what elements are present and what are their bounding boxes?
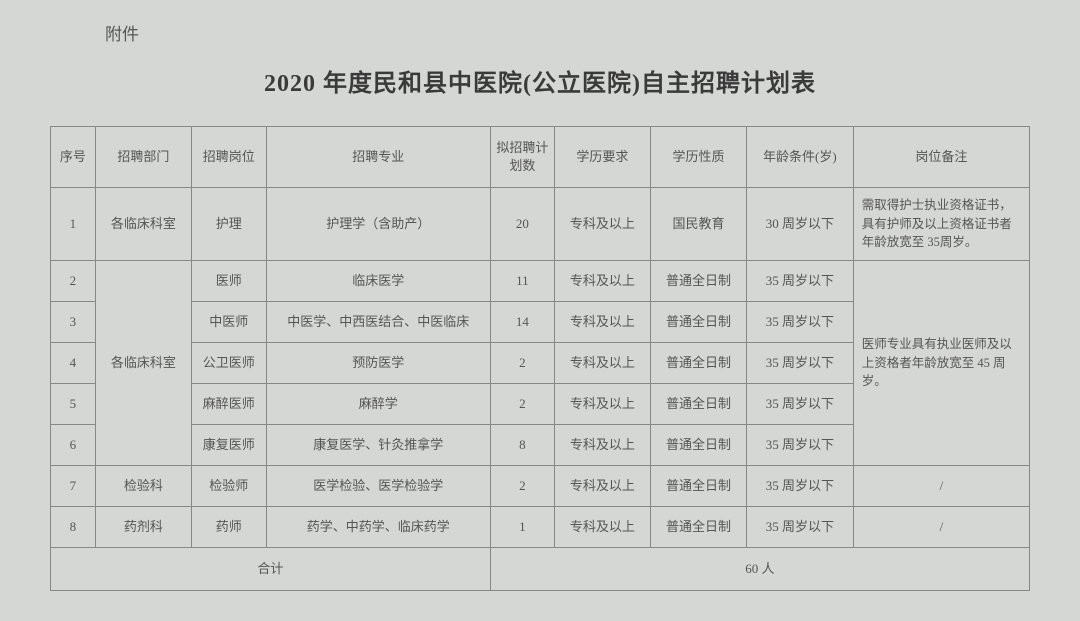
- cell-major: 药学、中药学、临床药学: [266, 507, 490, 548]
- cell-seq: 4: [51, 343, 96, 384]
- cell-position: 公卫医师: [191, 343, 266, 384]
- cell-position: 检验师: [191, 466, 266, 507]
- cell-seq: 2: [51, 261, 96, 302]
- th-dept: 招聘部门: [95, 127, 191, 188]
- table-row: 8 药剂科 药师 药学、中药学、临床药学 1 专科及以上 普通全日制 35 周岁…: [51, 507, 1030, 548]
- th-position: 招聘岗位: [191, 127, 266, 188]
- cell-age: 35 周岁以下: [747, 466, 854, 507]
- th-count: 拟招聘计划数: [490, 127, 554, 188]
- table-header-row: 序号 招聘部门 招聘岗位 招聘专业 拟招聘计划数 学历要求 学历性质 年龄条件(…: [51, 127, 1030, 188]
- cell-count: 20: [490, 188, 554, 261]
- cell-dept: 药剂科: [95, 507, 191, 548]
- cell-edu-req: 专科及以上: [554, 188, 650, 261]
- cell-note: /: [853, 507, 1029, 548]
- cell-seq: 8: [51, 507, 96, 548]
- total-value: 60 人: [490, 548, 1029, 591]
- th-note: 岗位备注: [853, 127, 1029, 188]
- cell-edu-req: 专科及以上: [554, 343, 650, 384]
- cell-major: 医学检验、医学检验学: [266, 466, 490, 507]
- cell-seq: 3: [51, 302, 96, 343]
- document-page: 附件 2020 年度民和县中医院(公立医院)自主招聘计划表 序号 招聘部门 招聘…: [0, 0, 1080, 621]
- cell-dept: 检验科: [95, 466, 191, 507]
- cell-dept: 各临床科室: [95, 188, 191, 261]
- th-edu-nature: 学历性质: [650, 127, 746, 188]
- cell-dept: 各临床科室: [95, 261, 191, 466]
- cell-edu-nature: 普通全日制: [650, 302, 746, 343]
- cell-count: 8: [490, 425, 554, 466]
- cell-edu-req: 专科及以上: [554, 507, 650, 548]
- cell-major: 护理学（含助产）: [266, 188, 490, 261]
- total-label: 合计: [51, 548, 491, 591]
- cell-edu-req: 专科及以上: [554, 261, 650, 302]
- cell-note: 需取得护士执业资格证书，具有护师及以上资格证书者年龄放宽至 35周岁。: [853, 188, 1029, 261]
- cell-edu-nature: 国民教育: [650, 188, 746, 261]
- page-title: 2020 年度民和县中医院(公立医院)自主招聘计划表: [50, 63, 1030, 98]
- cell-major: 临床医学: [266, 261, 490, 302]
- cell-note: /: [853, 466, 1029, 507]
- attachment-label: 附件: [105, 20, 1030, 45]
- cell-count: 2: [490, 466, 554, 507]
- cell-edu-req: 专科及以上: [554, 302, 650, 343]
- th-seq: 序号: [51, 127, 96, 188]
- cell-edu-nature: 普通全日制: [650, 261, 746, 302]
- cell-seq: 1: [51, 188, 96, 261]
- cell-edu-nature: 普通全日制: [650, 466, 746, 507]
- cell-position: 麻醉医师: [191, 384, 266, 425]
- table-total-row: 合计 60 人: [51, 548, 1030, 591]
- cell-edu-nature: 普通全日制: [650, 507, 746, 548]
- cell-age: 35 周岁以下: [747, 343, 854, 384]
- cell-age: 35 周岁以下: [747, 302, 854, 343]
- th-age: 年龄条件(岁): [747, 127, 854, 188]
- cell-count: 11: [490, 261, 554, 302]
- cell-position: 中医师: [191, 302, 266, 343]
- cell-edu-req: 专科及以上: [554, 425, 650, 466]
- cell-major: 康复医学、针灸推拿学: [266, 425, 490, 466]
- cell-major: 预防医学: [266, 343, 490, 384]
- cell-major: 中医学、中西医结合、中医临床: [266, 302, 490, 343]
- th-edu-req: 学历要求: [554, 127, 650, 188]
- cell-age: 35 周岁以下: [747, 261, 854, 302]
- cell-age: 30 周岁以下: [747, 188, 854, 261]
- cell-position: 医师: [191, 261, 266, 302]
- cell-count: 2: [490, 343, 554, 384]
- table-row: 1 各临床科室 护理 护理学（含助产） 20 专科及以上 国民教育 30 周岁以…: [51, 188, 1030, 261]
- cell-age: 35 周岁以下: [747, 425, 854, 466]
- cell-position: 康复医师: [191, 425, 266, 466]
- cell-position: 护理: [191, 188, 266, 261]
- cell-note: 医师专业具有执业医师及以上资格者年龄放宽至 45 周岁。: [853, 261, 1029, 466]
- cell-age: 35 周岁以下: [747, 507, 854, 548]
- cell-seq: 5: [51, 384, 96, 425]
- cell-count: 14: [490, 302, 554, 343]
- cell-seq: 7: [51, 466, 96, 507]
- cell-edu-nature: 普通全日制: [650, 384, 746, 425]
- cell-edu-req: 专科及以上: [554, 466, 650, 507]
- cell-edu-nature: 普通全日制: [650, 425, 746, 466]
- cell-count: 2: [490, 384, 554, 425]
- th-major: 招聘专业: [266, 127, 490, 188]
- cell-age: 35 周岁以下: [747, 384, 854, 425]
- cell-edu-nature: 普通全日制: [650, 343, 746, 384]
- recruitment-table: 序号 招聘部门 招聘岗位 招聘专业 拟招聘计划数 学历要求 学历性质 年龄条件(…: [50, 126, 1030, 591]
- table-row: 7 检验科 检验师 医学检验、医学检验学 2 专科及以上 普通全日制 35 周岁…: [51, 466, 1030, 507]
- cell-position: 药师: [191, 507, 266, 548]
- cell-edu-req: 专科及以上: [554, 384, 650, 425]
- cell-count: 1: [490, 507, 554, 548]
- cell-major: 麻醉学: [266, 384, 490, 425]
- table-row: 2 各临床科室 医师 临床医学 11 专科及以上 普通全日制 35 周岁以下 医…: [51, 261, 1030, 302]
- cell-seq: 6: [51, 425, 96, 466]
